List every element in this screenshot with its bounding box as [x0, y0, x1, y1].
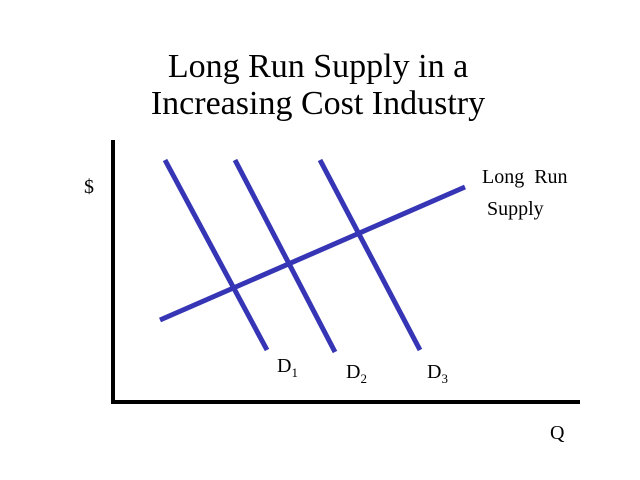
demand-label: D3: [427, 361, 448, 386]
demand-letter: D: [346, 361, 360, 383]
supply-label: Supply: [487, 198, 544, 220]
title-line: Long Run Supply in a: [168, 48, 468, 85]
demand-curve: [162, 158, 270, 352]
demand-letter: D: [277, 355, 291, 377]
supply-curve: [159, 184, 466, 323]
demand-label: D1: [277, 355, 298, 380]
x-axis-label: Q: [550, 422, 565, 444]
demand-subscript: 2: [360, 371, 367, 386]
demand-curve: [317, 158, 423, 352]
demand-label: D2: [346, 361, 367, 386]
supply-label: Long Run: [482, 166, 568, 188]
title-line: Increasing Cost Industry: [151, 85, 485, 122]
y-axis-label: $: [84, 176, 94, 198]
demand-letter: D: [427, 361, 441, 383]
demand-subscript: 3: [441, 371, 448, 386]
demand-subscript: 1: [291, 365, 298, 380]
demand-curve: [232, 158, 338, 354]
